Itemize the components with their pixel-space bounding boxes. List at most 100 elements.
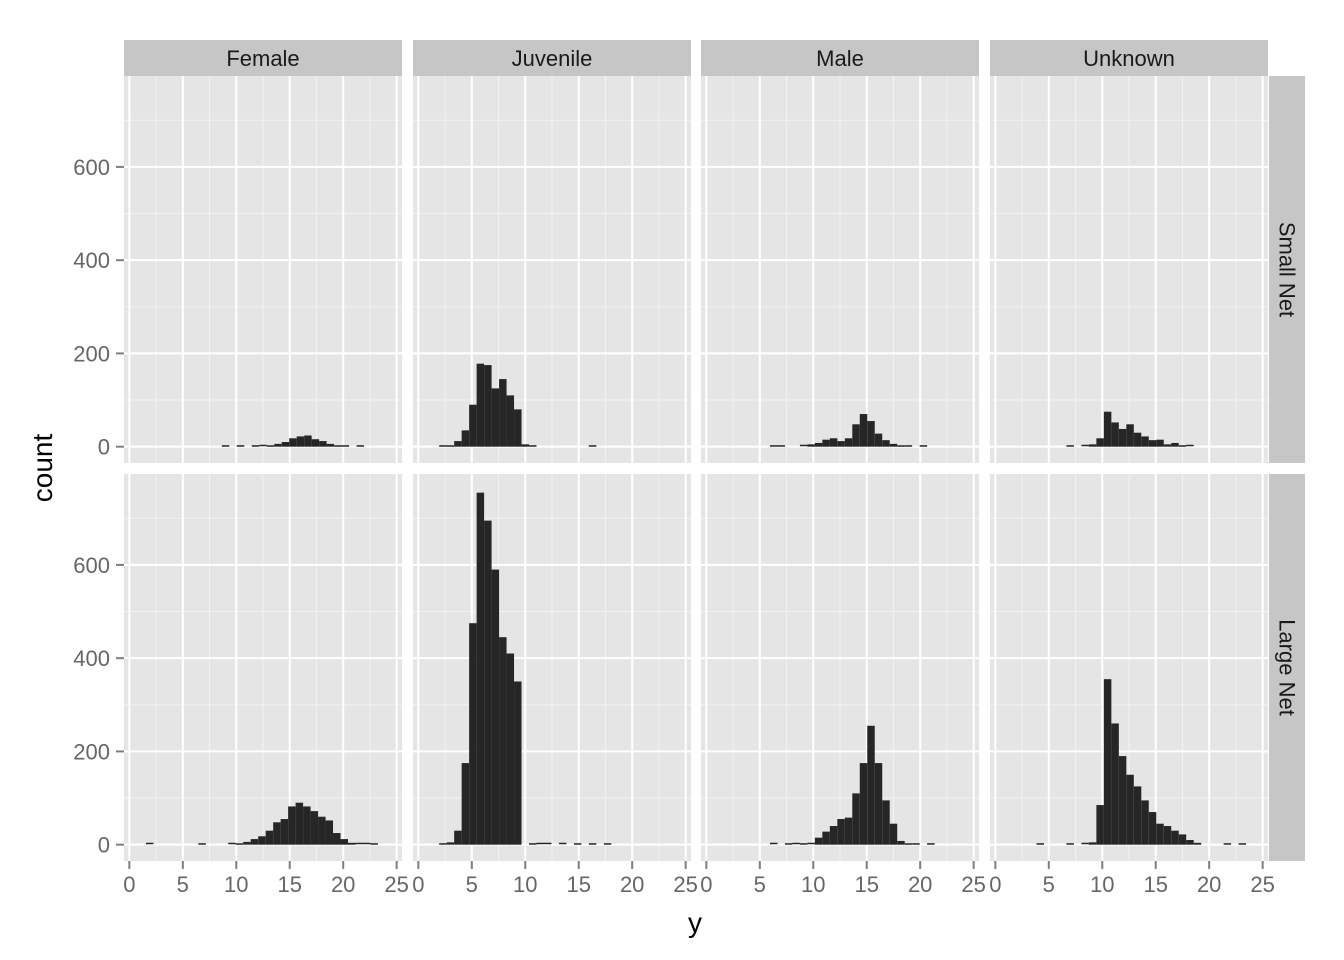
- histogram-bar: [769, 842, 778, 845]
- histogram-bar: [259, 444, 267, 447]
- histogram-bar: [319, 441, 327, 447]
- histogram-bar: [1111, 422, 1119, 447]
- histogram-bar: [333, 833, 341, 845]
- facet-column-label: Unknown: [1083, 46, 1175, 71]
- histogram-bar: [889, 443, 898, 447]
- histogram-bar: [265, 830, 274, 845]
- histogram-bar: [1133, 786, 1142, 845]
- histogram-bar: [1036, 843, 1044, 845]
- histogram-bar: [882, 440, 890, 447]
- histogram-bar: [777, 445, 785, 447]
- histogram-bar: [250, 839, 259, 845]
- histogram-bar: [1186, 444, 1194, 447]
- histogram-bar: [867, 421, 875, 447]
- histogram-bar: [476, 363, 485, 447]
- histogram-bar: [1171, 442, 1179, 447]
- histogram-bar: [1141, 800, 1149, 845]
- histogram-bar: [326, 443, 335, 447]
- histogram-bar: [536, 842, 544, 845]
- histogram-bar: [529, 445, 537, 447]
- histogram-bar: [514, 409, 522, 447]
- histogram-bar: [484, 520, 492, 845]
- histogram-bar: [521, 444, 530, 447]
- histogram-bar: [454, 441, 462, 447]
- histogram-bar: [281, 442, 290, 447]
- histogram-bar: [499, 637, 507, 845]
- histogram-bar: [792, 842, 800, 845]
- histogram-bar: [1223, 843, 1232, 845]
- histogram-bar: [1238, 843, 1247, 845]
- histogram-bar: [1111, 723, 1119, 845]
- facet-column-label: Male: [816, 46, 864, 71]
- x-tick-label: 20: [908, 872, 932, 897]
- x-tick-label: 10: [1090, 872, 1114, 897]
- facet-column-label: Juvenile: [512, 46, 593, 71]
- histogram-bar: [251, 445, 260, 447]
- x-tick-label: 25: [673, 872, 697, 897]
- y-tick-label: 200: [73, 341, 110, 366]
- histogram-bar: [1066, 843, 1074, 845]
- histogram-bar: [258, 836, 266, 845]
- x-tick-label: 0: [123, 872, 135, 897]
- histogram-bar: [882, 800, 890, 845]
- facet-strip-right: [1269, 76, 1305, 463]
- histogram-bar: [1163, 826, 1172, 845]
- x-tick-label: 0: [412, 872, 424, 897]
- histogram-bar: [145, 842, 154, 845]
- histogram-bar: [469, 623, 477, 845]
- facet-panel: [124, 474, 402, 861]
- histogram-bar: [1066, 445, 1074, 447]
- facet-row-label: Small Net: [1275, 222, 1300, 317]
- facet-strip-top: [124, 40, 402, 76]
- x-tick-label: 5: [1043, 872, 1055, 897]
- histogram-bar: [295, 802, 304, 845]
- x-tick-label: 20: [1197, 872, 1221, 897]
- histogram-bar: [362, 842, 371, 845]
- histogram-bar: [334, 445, 342, 447]
- histogram-bar: [1081, 444, 1089, 447]
- histogram-bar: [904, 445, 913, 447]
- histogram-bar: [514, 681, 522, 845]
- histogram-bar: [325, 820, 334, 845]
- histogram-bar: [1193, 842, 1202, 845]
- x-tick-label: 10: [513, 872, 537, 897]
- histogram-bar: [822, 439, 830, 447]
- facet-panel: [990, 474, 1268, 861]
- histogram-bar: [1156, 439, 1164, 447]
- x-tick-label: 25: [961, 872, 985, 897]
- histogram-bar: [506, 653, 515, 845]
- histogram-bar: [289, 438, 297, 447]
- histogram-bar: [814, 442, 823, 447]
- x-tick-label: 20: [331, 872, 355, 897]
- x-tick-label: 5: [466, 872, 478, 897]
- histogram-bar: [1178, 834, 1187, 845]
- x-tick-label: 0: [700, 872, 712, 897]
- histogram-bar: [288, 806, 296, 845]
- histogram-bar: [904, 843, 913, 845]
- histogram-bar: [370, 843, 378, 845]
- histogram-bar: [837, 441, 845, 447]
- histogram-bar: [469, 404, 477, 447]
- histogram-bar: [304, 435, 312, 447]
- histogram-bar: [274, 443, 282, 447]
- facet-strip-top: [701, 40, 979, 76]
- x-tick-label: 5: [177, 872, 189, 897]
- histogram-bar: [822, 831, 830, 845]
- histogram-bar: [829, 826, 838, 845]
- y-tick-label: 600: [73, 553, 110, 578]
- histogram-bar: [476, 492, 485, 845]
- y-tick-label: 0: [98, 833, 110, 858]
- histogram-bar: [280, 819, 289, 845]
- x-tick-label: 0: [989, 872, 1001, 897]
- histogram-bar: [439, 445, 447, 447]
- histogram-bar: [859, 414, 868, 447]
- histogram-bar: [807, 444, 815, 447]
- facet-panel: [124, 76, 402, 463]
- x-tick-label: 10: [224, 872, 248, 897]
- histogram-bar: [446, 445, 455, 447]
- histogram-bar: [1088, 444, 1097, 447]
- histogram-bar: [529, 843, 537, 845]
- y-tick-label: 200: [73, 739, 110, 764]
- facet-strip-top: [413, 40, 691, 76]
- histogram-bar: [543, 842, 552, 845]
